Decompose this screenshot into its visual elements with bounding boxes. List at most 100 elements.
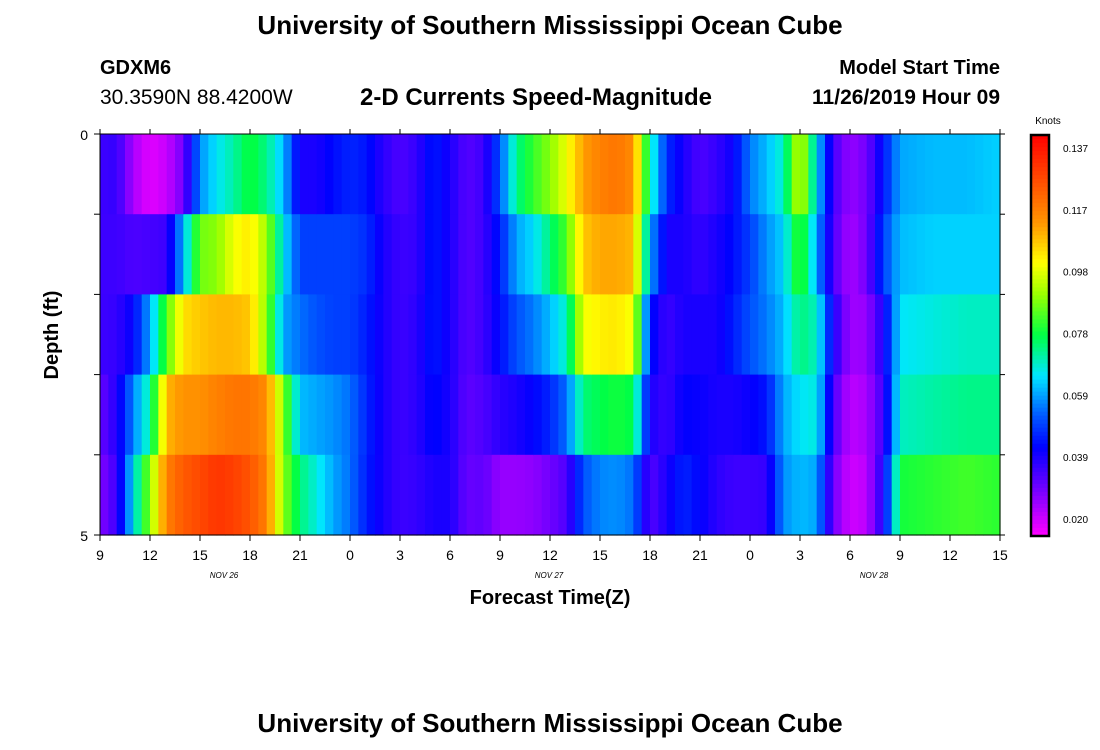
heat-cell [508, 294, 518, 376]
heat-cell [308, 294, 318, 376]
heat-cell [450, 374, 459, 456]
colorbar-segment [1031, 391, 1049, 397]
colorbar-segment [1031, 475, 1049, 481]
heat-cell [858, 374, 868, 456]
heat-cell [191, 134, 201, 215]
heat-cell [100, 214, 109, 295]
colorbar-unit: Knots [1035, 116, 1061, 127]
heat-cell [425, 374, 434, 456]
heat-cell [408, 454, 418, 536]
colorbar-segment [1031, 355, 1049, 361]
heat-cell [650, 214, 659, 295]
heat-cell [525, 214, 534, 295]
heat-cell [700, 214, 709, 295]
heat-cell [725, 454, 734, 536]
heat-cell [691, 454, 701, 536]
colorbar-segment [1031, 187, 1049, 192]
colorbar-segment [1031, 179, 1049, 184]
heat-cell [291, 294, 301, 376]
heat-cell [500, 374, 509, 456]
heat-cell [400, 294, 409, 376]
heat-cell [825, 454, 834, 536]
heat-cell [250, 374, 259, 456]
colorbar-segment [1031, 343, 1049, 349]
heat-cell [366, 214, 376, 295]
heat-cell [533, 214, 543, 295]
colorbar-segment [1031, 443, 1049, 449]
colorbar-segment [1031, 191, 1049, 196]
heatmap-chart: 05 9 12 15 18 21 0 3 6 9 12 15 18 21 0 3 6 9 12 15 NOV 26 N… [41, 116, 1088, 609]
station-coordinates: 30.3590N 88.4200W [100, 86, 293, 109]
heat-cell [908, 294, 918, 376]
heat-cell [216, 374, 226, 456]
heat-cell [358, 454, 368, 536]
heat-cell [916, 374, 926, 456]
heat-cell [250, 294, 259, 376]
colorbar-segment [1031, 451, 1049, 457]
heat-cell [408, 134, 418, 215]
heat-cell [216, 454, 226, 536]
heat-cell [925, 134, 934, 215]
heat-cell [591, 294, 601, 376]
colorbar-segment [1031, 491, 1049, 497]
colorbar-segment [1031, 339, 1049, 345]
heat-cell [733, 454, 743, 536]
heat-cell [841, 374, 851, 456]
colorbar-segment [1031, 143, 1049, 148]
heat-cell [233, 454, 243, 536]
heat-cell [533, 374, 543, 456]
heat-cell [433, 214, 443, 295]
heat-cell [941, 294, 951, 376]
heat-cell [366, 454, 376, 536]
heat-cell [600, 454, 609, 536]
heat-cell [700, 454, 709, 536]
heat-cell [691, 134, 701, 215]
heat-cell [875, 294, 884, 376]
heat-cell [275, 374, 284, 456]
heat-cell [608, 454, 618, 536]
heat-cell [825, 134, 834, 215]
heat-cell [750, 134, 759, 215]
colorbar-segment [1031, 459, 1049, 465]
heat-cell [700, 374, 709, 456]
heat-cell [200, 374, 209, 456]
heat-cell [225, 374, 234, 456]
heat-cell [300, 374, 309, 456]
colorbar-segment [1031, 515, 1049, 521]
heat-cell [783, 214, 793, 295]
heat-cell [191, 374, 201, 456]
colorbar-segment [1031, 467, 1049, 473]
heat-cell [258, 294, 268, 376]
heat-cell [550, 134, 559, 215]
station-id: GDXM6 [100, 57, 172, 79]
heat-cell [625, 374, 634, 456]
heat-cell [733, 374, 743, 456]
heat-cell [700, 294, 709, 376]
heat-cell [483, 214, 493, 295]
heat-cell [208, 294, 218, 376]
heat-cell [325, 134, 334, 215]
heat-cell [350, 374, 359, 456]
heat-cell [766, 294, 776, 376]
heat-cell [616, 214, 626, 295]
heat-cell [716, 454, 726, 536]
heat-cell [858, 134, 868, 215]
heat-cell [333, 134, 343, 215]
heat-cell [800, 134, 809, 215]
heat-cell [125, 454, 134, 536]
heat-cell [716, 134, 726, 215]
x-tick-label: 18 [642, 547, 658, 563]
heat-cell [583, 214, 593, 295]
heat-cell [391, 374, 401, 456]
chart-subtitle: 2-D Currents Speed-Magnitude [360, 84, 713, 111]
colorbar-segment [1031, 415, 1049, 421]
heat-cell [466, 454, 476, 536]
heat-cell [475, 374, 484, 456]
heat-cell [975, 294, 984, 376]
heat-cell [766, 374, 776, 456]
heat-cell [550, 214, 559, 295]
heat-cell [708, 454, 718, 536]
heat-cell [791, 294, 801, 376]
heat-cell [708, 294, 718, 376]
heat-cell [550, 374, 559, 456]
